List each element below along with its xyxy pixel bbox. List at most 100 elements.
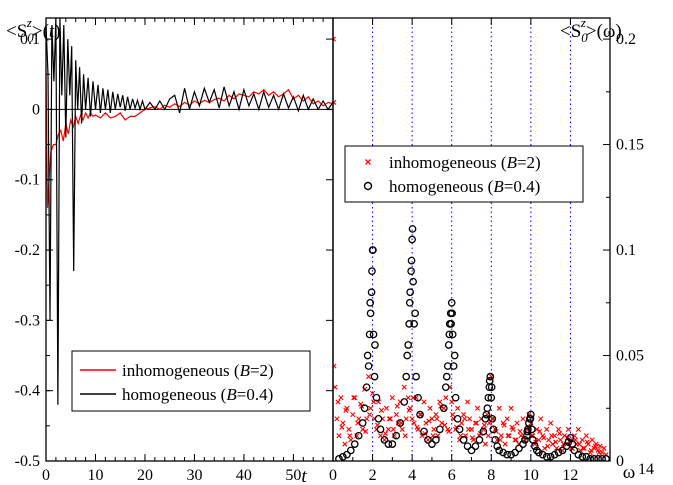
scatter-point-o bbox=[521, 436, 529, 444]
scatter-point-o bbox=[362, 383, 371, 392]
scatter-point-o bbox=[368, 267, 376, 275]
left-series-line-1 bbox=[46, 18, 333, 405]
scatter-point-x bbox=[368, 405, 374, 411]
scatter-point-x bbox=[544, 426, 550, 432]
scatter-point-x bbox=[561, 433, 568, 439]
scatter-point-o bbox=[410, 320, 418, 328]
left-y-tick-label-1: -0.4 bbox=[15, 383, 40, 400]
scatter-point-o bbox=[372, 393, 381, 402]
scatter-point-o bbox=[369, 330, 378, 339]
scatter-point-o bbox=[582, 452, 591, 461]
right-legend-label-0: inhomogeneous (B=2) bbox=[389, 153, 541, 172]
scatter-point-x bbox=[474, 405, 481, 411]
scatter-point-x bbox=[588, 447, 594, 454]
scatter-point-x bbox=[469, 435, 476, 441]
scatter-point-o bbox=[409, 277, 417, 286]
right-x-tick-label-5: 10 bbox=[523, 467, 539, 484]
left-legend: inhomogeneous (B=2)homogeneous (B=0.4) bbox=[71, 350, 311, 412]
right-x-tick-label-2: 4 bbox=[408, 467, 416, 484]
scatter-point-x bbox=[417, 412, 423, 418]
scatter-point-x bbox=[434, 416, 440, 422]
scatter-point-o bbox=[489, 425, 498, 434]
scatter-point-x bbox=[555, 426, 562, 432]
scatter-point-x bbox=[575, 426, 581, 432]
scatter-point-o bbox=[450, 351, 459, 360]
legend-text: =0.4) bbox=[504, 177, 541, 196]
scatter-point-o bbox=[342, 450, 351, 459]
left-x-tick-label-5: 50 bbox=[285, 467, 301, 484]
scatter-point-x bbox=[437, 399, 443, 405]
scatter-point-x bbox=[556, 430, 563, 437]
scatter-point-x bbox=[589, 437, 595, 443]
scatter-point-o bbox=[527, 425, 536, 434]
right-title-text: <S0z>(ω) bbox=[560, 15, 622, 45]
right-legend: inhomogeneous (B=2)homogeneous (B=0.4) bbox=[344, 145, 584, 203]
scatter-point-o bbox=[598, 455, 606, 461]
scatter-point-x bbox=[399, 426, 405, 432]
scatter-point-o bbox=[484, 393, 493, 402]
scatter-point-o bbox=[578, 452, 587, 461]
scatter-point-o bbox=[459, 436, 468, 444]
scatter-point-o bbox=[482, 410, 491, 419]
scatter-point-o bbox=[388, 440, 397, 448]
scatter-point-o bbox=[554, 448, 563, 457]
scatter-point-x bbox=[336, 433, 342, 439]
title-part: ) bbox=[54, 21, 60, 42]
left-series-group bbox=[46, 18, 333, 405]
left-chart-title: <S0z>(t) bbox=[6, 15, 61, 45]
scatter-point-x bbox=[351, 395, 357, 401]
scatter-point-x bbox=[441, 405, 447, 411]
right-reference-lines bbox=[372, 18, 571, 461]
scatter-point-o bbox=[384, 440, 393, 448]
right-y-tick-label-0: 0 bbox=[616, 453, 624, 470]
scatter-point-o bbox=[487, 383, 496, 392]
scatter-point-o bbox=[396, 419, 405, 427]
right-legend-marker-0 bbox=[365, 159, 371, 165]
scatter-point-o bbox=[365, 330, 374, 339]
title-subscript: 0 bbox=[581, 30, 588, 45]
title-superscript: z bbox=[26, 15, 32, 30]
scatter-point-o bbox=[471, 442, 480, 451]
legend-text: homogeneous ( bbox=[122, 385, 227, 404]
scatter-point-o bbox=[564, 438, 573, 446]
scatter-point-o bbox=[366, 298, 375, 307]
scatter-point-o bbox=[407, 267, 416, 275]
left-y-tick-label-5: 0 bbox=[32, 101, 40, 118]
title-subscript: 0 bbox=[27, 30, 34, 45]
scatter-point-x bbox=[387, 416, 393, 422]
scatter-point-x bbox=[363, 428, 369, 435]
scatter-point-o bbox=[408, 225, 417, 233]
scatter-point-x bbox=[512, 437, 518, 443]
scatter-point-x bbox=[431, 426, 437, 432]
scatter-point-x bbox=[460, 412, 467, 418]
scatter-point-x bbox=[545, 443, 551, 449]
scatter-point-o bbox=[411, 309, 419, 318]
scatter-point-x bbox=[427, 405, 433, 411]
scatter-point-x bbox=[350, 412, 356, 418]
legend-italic: B bbox=[226, 385, 237, 404]
left-legend-box bbox=[71, 350, 311, 412]
scatter-point-o bbox=[594, 455, 602, 461]
scatter-point-x bbox=[333, 99, 337, 105]
scatter-point-x bbox=[461, 416, 468, 422]
right-y-tick-label-2: 0.1 bbox=[616, 242, 636, 259]
title-part: <S bbox=[560, 21, 581, 42]
legend-text: inhomogeneous ( bbox=[122, 361, 240, 380]
left-y-tick-label-4: -0.1 bbox=[15, 172, 40, 189]
scatter-point-x bbox=[423, 420, 429, 426]
scatter-point-o bbox=[405, 298, 414, 307]
scatter-point-o bbox=[445, 330, 454, 339]
title-part: <S bbox=[6, 21, 27, 42]
scatter-point-x bbox=[433, 412, 439, 418]
right-series-group bbox=[333, 36, 610, 461]
title-part: ω bbox=[603, 21, 616, 42]
scatter-point-x bbox=[426, 418, 432, 424]
scatter-point-o bbox=[602, 455, 610, 461]
scatter-point-o bbox=[479, 427, 488, 436]
scatter-point-o bbox=[380, 436, 389, 444]
scatter-point-x bbox=[333, 363, 337, 369]
scatter-point-o bbox=[406, 288, 415, 297]
legend-italic: B bbox=[240, 361, 251, 380]
scatter-point-x bbox=[546, 437, 552, 443]
scatter-point-o bbox=[420, 427, 428, 436]
